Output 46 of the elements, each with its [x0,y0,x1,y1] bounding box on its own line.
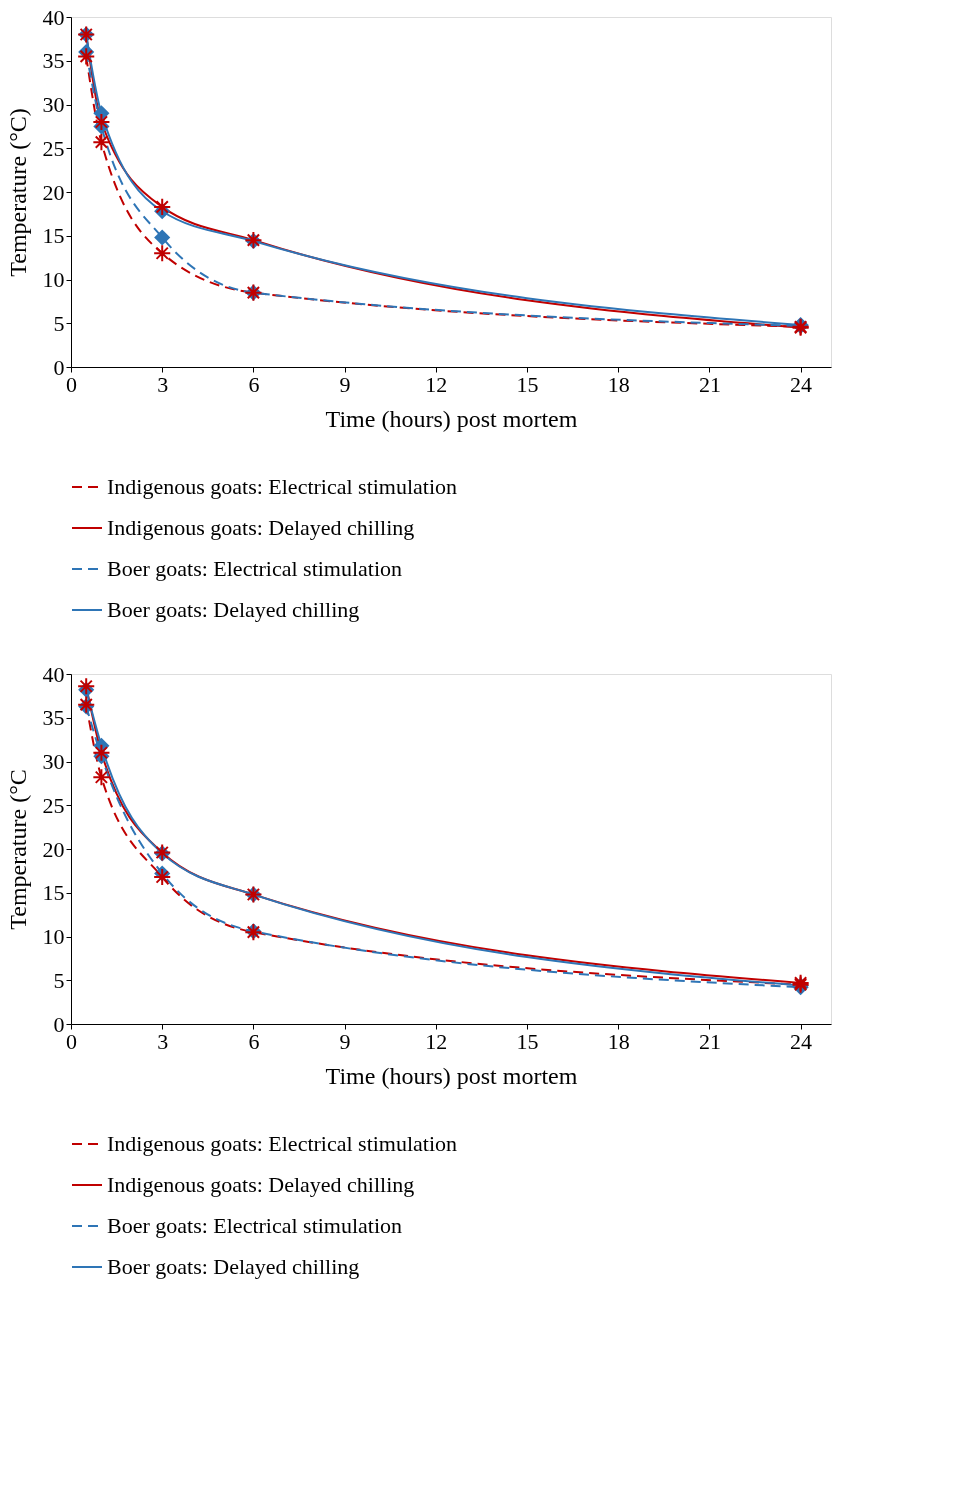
y-tick-label: 0 [53,354,65,380]
x-tick-label: 3 [157,1028,169,1054]
y-tick-label: 0 [53,1011,65,1037]
y-tick-label: 20 [42,836,65,862]
x-tick-label: 3 [157,371,169,397]
y-tick-label: 35 [42,48,65,74]
legend-label: Boer goats: Delayed chilling [107,597,360,622]
legend-label: Boer goats: Delayed chilling [107,1254,360,1279]
x-tick-label: 21 [698,1028,721,1054]
y-tick-label: 30 [42,749,65,774]
legend-label: Indigenous goats: Electrical stimulation [107,474,458,499]
x-tick-label: 21 [698,371,721,397]
x-tick-label: 12 [425,1028,448,1054]
y-tick-label: 5 [53,310,65,336]
x-tick-label: 15 [516,371,539,397]
y-tick-label: 40 [42,4,65,30]
y-tick-label: 5 [53,967,65,993]
x-tick-label: 9 [339,371,351,397]
legend-label: Boer goats: Electrical stimulation [107,556,403,581]
legend-label: Indigenous goats: Delayed chilling [107,515,415,540]
x-tick-label: 15 [516,1028,539,1054]
x-tick-label: 24 [790,371,813,397]
y-axis-title: Temperature (°C [4,769,31,930]
y-tick-label: 25 [42,792,65,818]
y-tick-label: 15 [42,880,65,906]
x-tick-label: 6 [248,1028,260,1054]
y-tick-label: 40 [42,661,65,687]
x-axis-title: Time (hours) post mortem [325,405,578,432]
legend-label: Indigenous goats: Electrical stimulation [107,1131,458,1156]
y-axis-title: Temperature (°C) [4,108,31,277]
x-tick-label: 24 [790,1028,813,1054]
x-tick-label: 9 [339,1028,351,1054]
x-tick-label: 18 [607,371,630,397]
y-tick-label: 30 [42,92,65,117]
x-axis-title: Time (hours) post mortem [325,1062,578,1089]
legend-label: Indigenous goats: Delayed chilling [107,1172,415,1197]
x-tick-label: 6 [248,371,260,397]
x-tick-label: 18 [607,1028,630,1054]
y-tick-label: 25 [42,135,65,161]
x-tick-label: 12 [425,371,448,397]
y-tick-label: 15 [42,223,65,249]
y-tick-label: 35 [42,705,65,731]
legend-label: Boer goats: Electrical stimulation [107,1213,403,1238]
y-tick-label: 20 [42,179,65,205]
y-tick-label: 10 [42,267,65,292]
y-tick-label: 10 [42,924,65,949]
